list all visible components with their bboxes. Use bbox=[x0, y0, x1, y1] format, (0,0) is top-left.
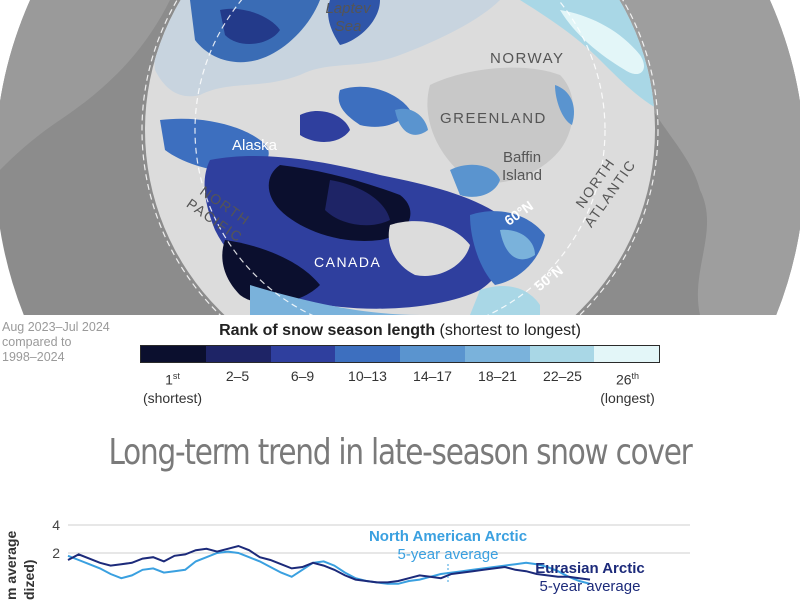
scandinavia-snow bbox=[520, 0, 655, 110]
legend-label-main: 14–17 bbox=[413, 368, 452, 384]
legend-swatch-4 bbox=[335, 346, 400, 362]
chart-title: Long-term trend in late-season snow cove… bbox=[108, 432, 692, 473]
legend-swatch-3 bbox=[270, 346, 336, 362]
legend-label-main: 1 bbox=[165, 371, 173, 388]
legend-swatch-5 bbox=[400, 346, 465, 362]
laptev-sea-label: Laptev Sea bbox=[318, 0, 378, 36]
legend-label-main: 6–9 bbox=[290, 368, 315, 384]
legend-title-rest: (shortest to longest) bbox=[435, 322, 581, 339]
hudson-bay bbox=[388, 221, 470, 276]
legend-label-5: 14–17 bbox=[398, 367, 468, 385]
series-line-eurasian bbox=[67, 544, 591, 584]
legend-label-main: 10–13 bbox=[348, 368, 387, 384]
legend-title: Rank of snow season length (shortest to … bbox=[140, 322, 660, 340]
legend-title-bold: Rank of snow season length bbox=[219, 322, 436, 339]
legend-label-6: 18–21 bbox=[463, 367, 533, 385]
legend-color-bar bbox=[140, 345, 660, 363]
y-axis-label-line2: dized) bbox=[21, 560, 37, 600]
series-sublabel-north-american: 5-year average bbox=[398, 546, 499, 563]
y-tick-label: 2 bbox=[52, 545, 60, 561]
legend-label-main: 2–5 bbox=[225, 368, 250, 384]
legend-swatch-8 bbox=[594, 346, 659, 362]
series-label-eurasian: Eurasian Arctic bbox=[535, 560, 645, 577]
legend-note-line1: Aug 2023–Jul 2024 bbox=[2, 320, 110, 334]
arctic-archipelago bbox=[338, 86, 410, 127]
latitude-50-line bbox=[141, 0, 659, 315]
greenland-label: GREENLAND bbox=[440, 110, 547, 127]
legend-swatch-1 bbox=[141, 346, 206, 362]
greenland-land bbox=[427, 67, 574, 184]
legend-label-main: 18–21 bbox=[478, 368, 517, 384]
legend-swatch-6 bbox=[464, 346, 530, 362]
legend-label-sup: st bbox=[172, 371, 180, 381]
legend-label-7: 22–25 bbox=[528, 367, 598, 385]
baffin-label-line1: Baffin bbox=[502, 149, 542, 166]
legend-note-line2: compared to bbox=[2, 335, 72, 349]
latitude-60-line bbox=[194, 0, 606, 315]
baffin-snow bbox=[450, 164, 500, 197]
series-line-north-american bbox=[67, 550, 591, 585]
legend-label-sup: th bbox=[631, 371, 640, 381]
snow-season-map: Laptev Sea NORWAY GREENLAND Alaska Baffi… bbox=[0, 0, 800, 315]
baffin-label-line2: Island bbox=[501, 167, 543, 184]
series-label-north-american: North American Arctic bbox=[369, 528, 527, 545]
series-sublabel-eurasian: 5-year average bbox=[540, 578, 641, 595]
legend-label-8: 26th (longest) bbox=[593, 367, 663, 407]
legend-label-3: 6–9 bbox=[268, 367, 338, 385]
norway-label: NORWAY bbox=[490, 50, 565, 67]
legend-label-1: 1st (shortest) bbox=[138, 367, 208, 407]
legend-label-sub: (shortest) bbox=[142, 389, 203, 406]
legend-label-sub: (longest) bbox=[600, 389, 655, 406]
legend-swatch-7 bbox=[529, 346, 595, 362]
legend-label-main: 26 bbox=[615, 371, 632, 388]
baffin-island-label: Baffin Island bbox=[492, 149, 552, 185]
legend-label-2: 2–5 bbox=[203, 367, 273, 385]
legend-period-note: Aug 2023–Jul 2024 compared to 1998–2024 bbox=[2, 320, 110, 365]
map-graphic bbox=[0, 0, 800, 315]
y-tick-label: 4 bbox=[52, 517, 60, 533]
legend-label-4: 10–13 bbox=[333, 367, 403, 385]
legend-label-main: 22–25 bbox=[543, 368, 582, 384]
y-axis-label-line1: m average bbox=[3, 531, 19, 600]
legend-swatch-2 bbox=[205, 346, 271, 362]
laptev-sea-label-line1: Laptev bbox=[325, 0, 371, 17]
alaska-label: Alaska bbox=[232, 137, 278, 154]
canada-label: CANADA bbox=[314, 254, 382, 270]
trend-line-chart: 42m average dized)North American Arctic5-… bbox=[3, 517, 690, 600]
legend-note-line3: 1998–2024 bbox=[2, 350, 65, 364]
laptev-sea-label-line2: Sea bbox=[334, 18, 362, 35]
outer-land bbox=[0, 0, 800, 315]
